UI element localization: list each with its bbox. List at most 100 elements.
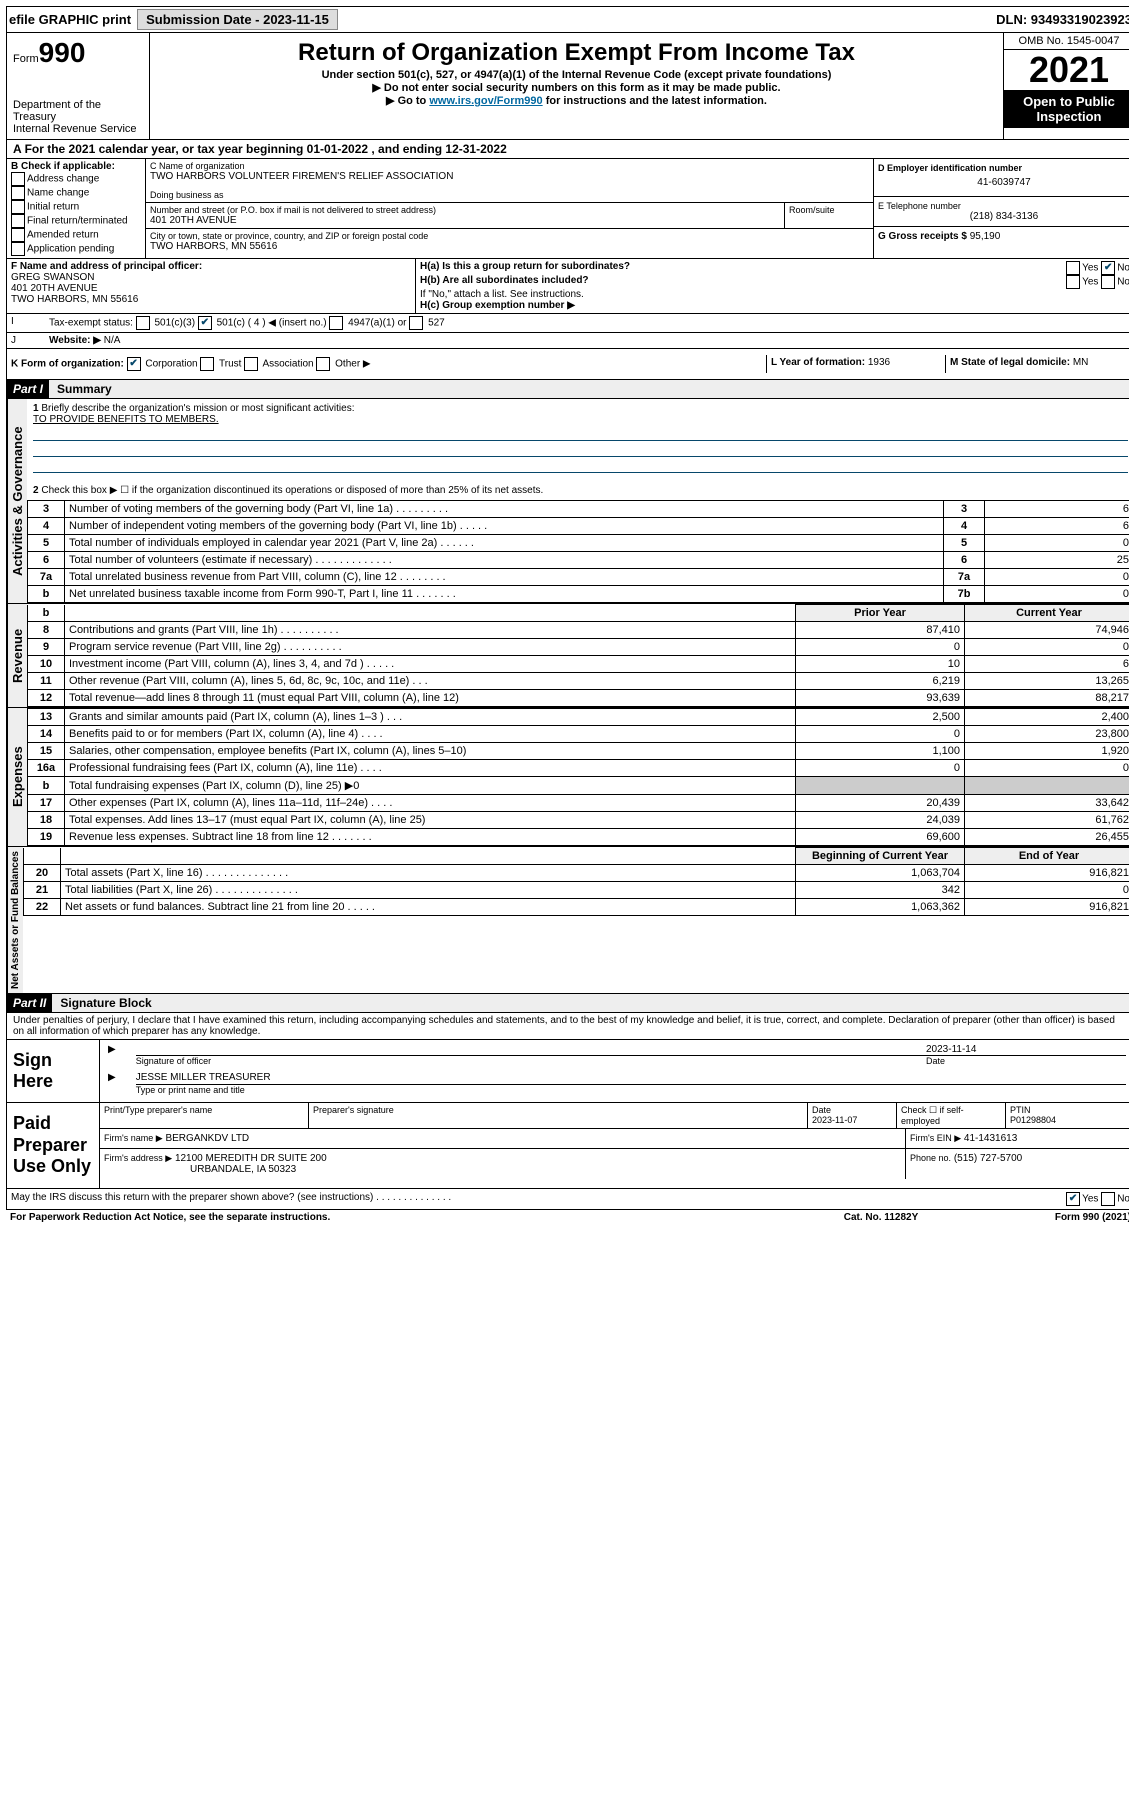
line-text: Revenue less expenses. Subtract line 18 …: [65, 829, 796, 846]
line-value: 0: [985, 586, 1129, 603]
firm-name-label: Firm's name ▶: [104, 1133, 163, 1143]
table-row: 14 Benefits paid to or for members (Part…: [28, 726, 1129, 743]
submission-button[interactable]: Submission Date - 2023-11-15: [137, 9, 338, 30]
line-code: 7b: [944, 586, 985, 603]
line-text: Investment income (Part VIII, column (A)…: [65, 656, 796, 673]
subtitle-3: ▶ Go to www.irs.gov/Form990 for instruct…: [154, 94, 999, 107]
line-value: 0: [985, 535, 1129, 552]
org-name: TWO HARBORS VOLUNTEER FIREMEN'S RELIEF A…: [150, 171, 869, 182]
b-item-5[interactable]: Application pending: [11, 242, 141, 256]
b-item-1[interactable]: Name change: [11, 186, 141, 200]
ptin-value: P01298804: [1010, 1115, 1129, 1125]
expenses-table: 13 Grants and similar amounts paid (Part…: [27, 708, 1129, 846]
header-center: Return of Organization Exempt From Incom…: [150, 33, 1003, 139]
line-num: b: [28, 777, 65, 795]
prior-value: 93,639: [796, 690, 965, 707]
ha-no-checkbox[interactable]: ✔: [1101, 261, 1115, 275]
officer-addr2: TWO HARBORS, MN 55616: [11, 294, 411, 305]
may-irs-yes-checkbox[interactable]: ✔: [1066, 1192, 1080, 1206]
vlabel-expenses: Expenses: [7, 708, 27, 846]
line-text: Grants and similar amounts paid (Part IX…: [65, 709, 796, 726]
form-footer: Form 990 (2021): [981, 1212, 1129, 1223]
hc-label: H(c) Group exemption number ▶: [420, 300, 1129, 311]
name-title-label: Type or print name and title: [136, 1085, 1126, 1095]
net-blank: [61, 848, 796, 865]
firm-addr1: 12100 MEREDITH DR SUITE 200: [175, 1153, 327, 1164]
line-num: 5: [28, 535, 65, 552]
table-row: 7a Total unrelated business revenue from…: [28, 569, 1129, 586]
part1-header-row: Part I Summary: [6, 380, 1129, 399]
table-row: 21 Total liabilities (Part X, line 26) .…: [24, 882, 1129, 899]
line-code: 5: [944, 535, 985, 552]
line-text: Net assets or fund balances. Subtract li…: [61, 899, 796, 916]
i-c3-checkbox[interactable]: [136, 316, 150, 330]
begin-value: 342: [796, 882, 965, 899]
i-527-checkbox[interactable]: [409, 316, 423, 330]
prior-value: 0: [796, 639, 965, 656]
current-value: 1,920: [965, 743, 1129, 760]
b-item-3-label: Final return/terminated: [27, 216, 128, 227]
i-c-checkbox[interactable]: ✔: [198, 316, 212, 330]
form-header: Form990 Department of the Treasury Inter…: [6, 33, 1129, 140]
i-a1-checkbox[interactable]: [329, 316, 343, 330]
line-num: 11: [28, 673, 65, 690]
line-num: 12: [28, 690, 65, 707]
k-trust-checkbox[interactable]: [200, 357, 214, 371]
net-ln-blank: [24, 848, 61, 865]
street-label: Number and street (or P.O. box if mail i…: [150, 205, 780, 215]
bcde-row: B Check if applicable: Address change Na…: [6, 159, 1129, 259]
i-marker: I: [7, 314, 45, 332]
mission-line-3: [33, 458, 1128, 473]
ha-yes-checkbox[interactable]: [1066, 261, 1080, 275]
k-content: K Form of organization: ✔ Corporation Tr…: [7, 355, 767, 373]
preparer-block: Paid Preparer Use Only Print/Type prepar…: [6, 1103, 1129, 1189]
header-right: OMB No. 1545-0047 2021 Open to Public In…: [1003, 33, 1129, 139]
rev-blank: [65, 605, 796, 622]
k-corp-checkbox[interactable]: ✔: [127, 357, 141, 371]
b-item-4[interactable]: Amended return: [11, 228, 141, 242]
efile-label: efile GRAPHIC print: [9, 12, 131, 27]
check-self-employed[interactable]: Check ☐ if self-employed: [897, 1103, 1006, 1128]
expenses-section: Expenses 13 Grants and similar amounts p…: [6, 708, 1129, 847]
line-num: 7a: [28, 569, 65, 586]
line-text: Number of voting members of the governin…: [65, 501, 944, 518]
tax-year: 2021: [1004, 50, 1129, 90]
firm-name: BERGANKDV LTD: [165, 1133, 249, 1144]
dln-label: DLN: 93493319023923: [996, 12, 1129, 27]
firm-phone-label: Phone no.: [910, 1153, 951, 1163]
j-marker: J: [7, 333, 45, 348]
line-value: 25: [985, 552, 1129, 569]
table-row: 11 Other revenue (Part VIII, column (A),…: [28, 673, 1129, 690]
may-irs-no-checkbox[interactable]: [1101, 1192, 1115, 1206]
line-code: 7a: [944, 569, 985, 586]
ha-label: H(a) Is this a group return for subordin…: [420, 261, 630, 275]
sig-date-value: 2023-11-14: [918, 1044, 1126, 1056]
ha-no: No: [1117, 263, 1129, 274]
line-num: 15: [28, 743, 65, 760]
firm-ein-label: Firm's EIN ▶: [910, 1133, 961, 1143]
k-other-checkbox[interactable]: [316, 357, 330, 371]
section-c: C Name of organization TWO HARBORS VOLUN…: [146, 159, 874, 258]
street-value: 401 20TH AVENUE: [150, 215, 780, 226]
line-num: 17: [28, 795, 65, 812]
b-item-2[interactable]: Initial return: [11, 200, 141, 214]
subtitle-1: Under section 501(c), 527, or 4947(a)(1)…: [154, 69, 999, 81]
cat-no: Cat. No. 11282Y: [781, 1212, 981, 1223]
rev-ln-blank: b: [28, 605, 65, 622]
sig-line[interactable]: [136, 1044, 918, 1056]
line-text: Total assets (Part X, line 16) . . . . .…: [61, 865, 796, 882]
may-irs-row: May the IRS discuss this return with the…: [6, 1189, 1129, 1210]
k-assoc-checkbox[interactable]: [244, 357, 258, 371]
hb-yes-checkbox[interactable]: [1066, 275, 1080, 289]
part1-title: Summary: [49, 380, 1129, 398]
current-value: 23,800: [965, 726, 1129, 743]
b-item-3[interactable]: Final return/terminated: [11, 214, 141, 228]
b-item-0[interactable]: Address change: [11, 172, 141, 186]
sign-here-label: Sign Here: [7, 1040, 100, 1102]
current-value: [965, 777, 1129, 795]
irs-label: Internal Revenue Service: [13, 123, 143, 135]
hb-no-checkbox[interactable]: [1101, 275, 1115, 289]
hb-no: No: [1117, 277, 1129, 288]
table-row: 22 Net assets or fund balances. Subtract…: [24, 899, 1129, 916]
irs-link[interactable]: www.irs.gov/Form990: [429, 95, 542, 107]
